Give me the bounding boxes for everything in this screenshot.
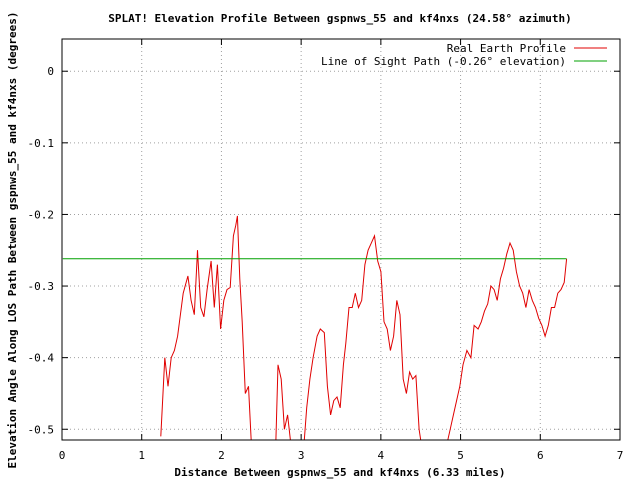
legend-label: Line of Sight Path (-0.26° elevation) xyxy=(321,55,566,68)
x-tick-label: 6 xyxy=(537,449,544,462)
x-tick-label: 1 xyxy=(138,449,145,462)
x-tick-label: 3 xyxy=(298,449,305,462)
series-line-3 xyxy=(447,241,568,440)
axis-ticks: 0 1 2 3 4 5 6 7 0 -0.1 -0.2 -0.3 -0.4 -0.5 xyxy=(28,39,624,462)
x-tick-label: 4 xyxy=(378,449,385,462)
y-tick-label: -0.2 xyxy=(28,208,55,221)
y-axis-label: Elevation Angle Along LOS Path Between g… xyxy=(6,12,19,469)
y-tick-label: -0.1 xyxy=(28,137,55,150)
x-tick-label: 5 xyxy=(457,449,464,462)
x-axis-label: Distance Between gspnws_55 and kf4nxs (6… xyxy=(174,466,505,479)
y-tick-label: -0.3 xyxy=(28,280,55,293)
x-tick-label: 2 xyxy=(218,449,225,462)
x-tick-label: 7 xyxy=(617,449,624,462)
y-tick-label: -0.4 xyxy=(28,352,55,365)
plot-frame xyxy=(61,38,621,441)
grid-lines xyxy=(62,39,620,440)
series-layer xyxy=(62,215,568,440)
series-line-1 xyxy=(275,364,291,440)
y-tick-label: -0.5 xyxy=(28,423,55,436)
x-tick-label: 0 xyxy=(59,449,66,462)
legend-label: Real Earth Profile xyxy=(447,42,566,55)
chart-title: SPLAT! Elevation Profile Between gspnws_… xyxy=(108,12,572,25)
y-tick-label: 0 xyxy=(47,65,54,78)
series-line-0 xyxy=(160,215,252,440)
series-line-2 xyxy=(303,234,422,440)
